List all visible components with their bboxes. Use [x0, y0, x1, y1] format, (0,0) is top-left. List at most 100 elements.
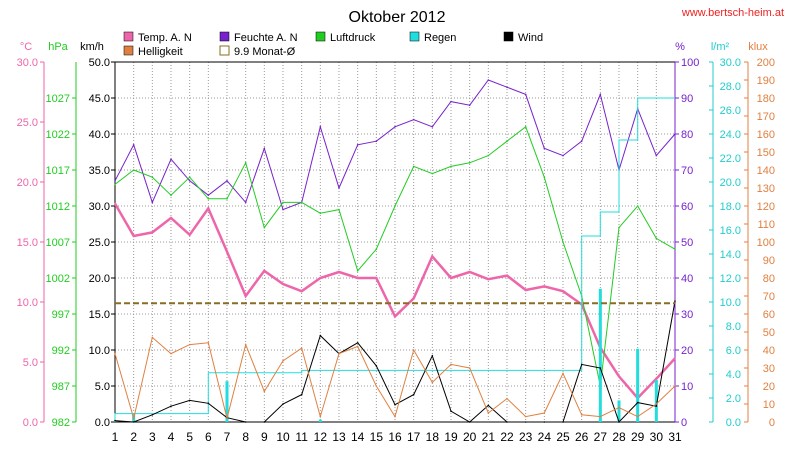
- pressure-tick-label: 1007: [46, 237, 70, 249]
- x-tick-label: 30: [650, 430, 664, 444]
- rain-tick-label: 28.0: [720, 81, 741, 93]
- wind-point: [319, 334, 322, 337]
- temp-point: [319, 277, 322, 279]
- brightness-point: [674, 385, 676, 387]
- legend-label-rain: Regen: [424, 32, 456, 44]
- wind-point: [524, 421, 527, 423]
- temp-point: [394, 315, 396, 318]
- rain-bar: [636, 348, 640, 422]
- temp-tick-label: 10.0: [17, 297, 38, 309]
- legend-item-temp: Temp. A. N: [123, 31, 192, 44]
- rain-tick-label: 2.0: [726, 393, 741, 405]
- humidity-point: [450, 100, 452, 103]
- brightness-point: [244, 343, 247, 346]
- legend-label-wind: Wind: [518, 32, 543, 44]
- humidity-tick-label: 40: [681, 273, 693, 285]
- wind-tick-label: 0.0: [95, 417, 110, 429]
- legend-swatch-rain: [409, 31, 420, 42]
- legend-item-avg: 9.9 Monat-Ø: [219, 45, 296, 58]
- temp-point: [188, 234, 191, 236]
- x-tick-label: 14: [351, 430, 365, 444]
- temp-point: [300, 290, 303, 293]
- pressure-point: [394, 205, 396, 207]
- legend-swatch-pressure: [315, 31, 326, 42]
- brightness-point: [338, 352, 340, 355]
- humidity-point: [394, 126, 396, 128]
- brightness-point: [263, 390, 266, 393]
- temp-point: [207, 207, 210, 210]
- rain-bar: [654, 380, 658, 422]
- rain-tick-label: 30.0: [720, 57, 741, 69]
- brightness-point: [562, 372, 564, 375]
- x-tick-label: 26: [575, 430, 589, 444]
- humidity-point: [263, 147, 266, 150]
- pressure-tick-label: 982: [52, 417, 70, 429]
- brightness-point: [319, 415, 322, 418]
- wind-point: [599, 367, 602, 369]
- brightness-point: [543, 412, 546, 414]
- rain-tick-label: 12.0: [720, 273, 741, 285]
- legend: Temp. A. N Feuchte A. N Luftdruck Regen …: [123, 31, 543, 58]
- wind-point: [244, 421, 247, 423]
- humidity-point: [468, 104, 471, 106]
- wind-line: [114, 300, 676, 423]
- brightness-point: [618, 406, 620, 409]
- temp-point: [338, 271, 340, 273]
- unit-wind: km/h: [80, 41, 104, 53]
- humidity-point: [207, 194, 210, 196]
- wind-point: [375, 365, 378, 367]
- x-tick-label: 5: [186, 430, 193, 444]
- x-tick-label: 18: [426, 430, 440, 444]
- brightness-tick-label: 80: [763, 273, 775, 285]
- pressure-tick-label: 1012: [46, 201, 70, 213]
- wind-series: [114, 300, 676, 423]
- humidity-tick-label: 100: [681, 57, 699, 69]
- wind-point: [618, 421, 620, 423]
- pressure-point: [244, 162, 247, 164]
- humidity-series: [114, 79, 676, 211]
- brightness-tick-label: 140: [757, 165, 775, 177]
- pressure-point: [562, 241, 564, 243]
- wind-tick-label: 10.0: [89, 345, 110, 357]
- temp-point: [226, 250, 228, 253]
- brightness-tick-label: 130: [757, 183, 775, 195]
- humidity-tick-label: 20: [681, 345, 693, 357]
- x-tick-label: 19: [444, 430, 458, 444]
- brightness-point: [655, 403, 658, 405]
- wind-point: [132, 421, 135, 423]
- brightness-point: [412, 349, 415, 351]
- brightness-tick-label: 100: [757, 237, 775, 249]
- legend-label-humidity: Feuchte A. N: [234, 32, 298, 44]
- humidity-point: [114, 180, 116, 182]
- humidity-point: [431, 126, 434, 128]
- brightness-point: [282, 360, 284, 362]
- humidity-tick-label: 50: [681, 237, 693, 249]
- legend-label-avg: 9.9 Monat-Ø: [234, 46, 296, 58]
- pressure-tick-label: 1022: [46, 129, 70, 141]
- rain-bar: [318, 419, 322, 422]
- chart-title: Oktober 2012: [349, 9, 446, 26]
- humidity-point: [412, 118, 415, 121]
- pressure-point: [300, 201, 303, 204]
- brightness-tick-label: 10: [763, 399, 775, 411]
- temp-point: [282, 283, 284, 285]
- x-tick-label: 28: [612, 430, 626, 444]
- humidity-point: [506, 86, 508, 88]
- brightness-point: [375, 385, 378, 387]
- temp-point: [356, 277, 359, 279]
- brightness-point: [114, 352, 116, 355]
- wind-point: [580, 363, 583, 366]
- temp-point: [618, 375, 620, 378]
- unit-humidity: %: [675, 41, 685, 53]
- brightness-tick-label: 170: [757, 111, 775, 123]
- wind-point: [562, 421, 564, 423]
- humidity-point: [151, 201, 154, 204]
- brightness-point: [151, 336, 154, 339]
- x-tick-label: 7: [224, 430, 231, 444]
- source-link[interactable]: www.bertsch-heim.at: [681, 7, 784, 19]
- x-tick-label: 16: [388, 430, 402, 444]
- humidity-tick-label: 60: [681, 201, 693, 213]
- rain-tick-label: 8.0: [726, 321, 741, 333]
- pressure-point: [226, 198, 228, 200]
- brightness-point: [431, 381, 434, 384]
